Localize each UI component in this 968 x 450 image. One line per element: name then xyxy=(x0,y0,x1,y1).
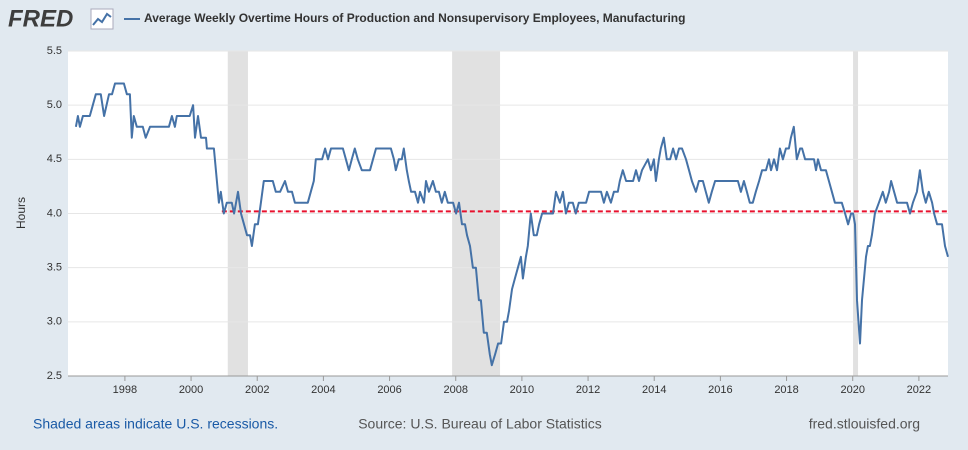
y-tick-label: 5.0 xyxy=(47,99,62,111)
x-tick-label: 2002 xyxy=(245,384,269,396)
x-tick-label: 2020 xyxy=(840,384,864,396)
site[interactable]: fred.stlouisfed.org xyxy=(809,416,920,432)
legend-title: Average Weekly Overtime Hours of Product… xyxy=(144,11,685,25)
y-tick-label: 3.5 xyxy=(47,262,62,274)
y-axis-label: Hours xyxy=(14,197,28,229)
logo-line xyxy=(92,12,112,26)
logo-icon xyxy=(90,8,114,30)
x-tick-label: 2008 xyxy=(443,384,467,396)
x-tick-label: 2000 xyxy=(179,384,203,396)
x-tick-label: 2014 xyxy=(642,384,666,396)
series-line xyxy=(74,82,949,367)
y-tick-label: 2.5 xyxy=(47,370,62,382)
y-tick-label: 4.0 xyxy=(47,207,62,219)
x-tick-label: 2016 xyxy=(708,384,732,396)
x-tick-label: 1998 xyxy=(113,384,137,396)
x-tick-label: 2004 xyxy=(311,384,335,396)
recession-note[interactable]: Shaded areas indicate U.S. recessions. xyxy=(33,416,278,432)
x-tick-label: 2012 xyxy=(576,384,600,396)
y-tick-label: 3.0 xyxy=(47,316,62,328)
logo: FRED xyxy=(8,5,73,32)
source: Source: U.S. Bureau of Labor Statistics xyxy=(358,416,602,432)
x-tick-label: 2022 xyxy=(907,384,931,396)
x-tick-label: 2018 xyxy=(774,384,798,396)
y-tick-label: 4.5 xyxy=(47,153,62,165)
y-tick-label: 5.5 xyxy=(47,45,62,57)
x-tick-label: 2006 xyxy=(377,384,401,396)
logo-box xyxy=(90,8,114,30)
x-tick-label: 2010 xyxy=(510,384,534,396)
